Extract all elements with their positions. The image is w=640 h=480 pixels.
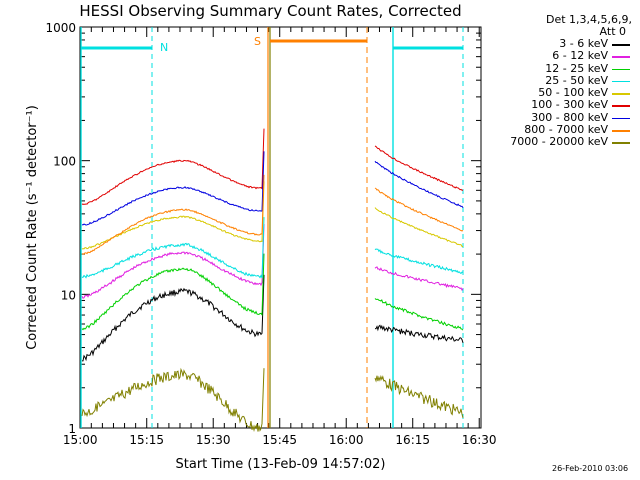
legend-header-line2: Att 0 — [599, 25, 626, 38]
series-line — [81, 253, 265, 331]
legend-swatch — [612, 68, 630, 71]
legend-label: 7000 - 20000 keV — [510, 135, 608, 149]
legend-header-line1: Det 1,3,4,5,6,9, — [545, 13, 632, 26]
legend-label: 100 - 300 keV — [531, 98, 608, 112]
legend-swatch — [612, 117, 630, 120]
x-tick-label: 15:30 — [196, 433, 231, 447]
x-tick-label: 16:15 — [395, 433, 430, 447]
legend-item: 25 - 50 keV — [482, 73, 632, 87]
series-line — [374, 266, 464, 291]
saa-label: S — [254, 35, 261, 48]
legend-label: 800 - 7000 keV — [524, 123, 608, 137]
series-line — [81, 151, 265, 226]
series-line — [374, 374, 464, 419]
series-line — [374, 248, 464, 275]
legend-item: 100 - 300 keV — [482, 99, 632, 111]
legend-item: 7000 - 20000 keV — [482, 136, 632, 148]
legend-label: 6 - 12 keV — [552, 49, 608, 63]
plot-timestamp: 26-Feb-2010 03:06 — [552, 464, 629, 473]
y-tick-label: 1000 — [45, 21, 76, 35]
legend-swatch — [612, 93, 630, 95]
series-line — [81, 217, 265, 279]
legend-label: 3 - 6 keV — [559, 37, 608, 50]
series-line — [81, 223, 265, 299]
y-tick-label: 100 — [53, 155, 76, 169]
y-axis-label: Corrected Count Rate (s⁻¹ detector⁻¹) — [25, 105, 40, 350]
legend-label: 25 - 50 keV — [545, 73, 608, 87]
x-tick-label: 15:15 — [129, 433, 164, 447]
series-line — [81, 367, 265, 432]
legend-swatch — [612, 44, 630, 46]
y-tick-label: 10 — [61, 288, 76, 302]
series-line — [374, 324, 464, 343]
x-axis-label: Start Time (13-Feb-09 14:57:02) — [176, 457, 386, 472]
series-line — [81, 128, 265, 205]
series-line — [81, 174, 265, 255]
night-label: N — [160, 41, 168, 54]
plot-frame — [79, 26, 482, 429]
legend-swatch — [612, 142, 630, 144]
legend-item: 3 - 6 keV — [482, 37, 632, 50]
series-line — [374, 145, 463, 191]
legend-item: 12 - 25 keV — [482, 61, 632, 75]
series-line — [374, 207, 464, 248]
x-tick-label: 15:45 — [262, 433, 297, 447]
x-tick-label: 16:30 — [462, 433, 497, 447]
y-tick-label: 1 — [68, 422, 76, 436]
legend-item: 800 - 7000 keV — [482, 123, 632, 137]
legend-swatch — [612, 56, 630, 58]
legend-item: 300 - 800 keV — [482, 110, 632, 124]
legend-swatch — [612, 80, 630, 83]
legend-label: 50 - 100 keV — [538, 86, 608, 100]
chart-title: HESSI Observing Summary Count Rates, Cor… — [79, 2, 461, 20]
legend-swatch — [612, 130, 630, 132]
x-tick-label: 15:00 — [63, 433, 98, 447]
legend-item: 50 - 100 keV — [482, 87, 632, 99]
legend: Det 1,3,4,5,6,9, Att 0 3 - 6 keV 6 - 12 k… — [482, 14, 632, 149]
series-line — [374, 187, 464, 232]
series-line — [82, 274, 265, 362]
legend-label: 300 - 800 keV — [531, 110, 608, 124]
legend-item: 6 - 12 keV — [482, 50, 632, 62]
legend-swatch — [612, 105, 630, 107]
legend-label: 12 - 25 keV — [545, 61, 608, 75]
series-line — [374, 298, 464, 331]
series-line — [374, 160, 464, 208]
x-tick-label: 16:00 — [329, 433, 364, 447]
